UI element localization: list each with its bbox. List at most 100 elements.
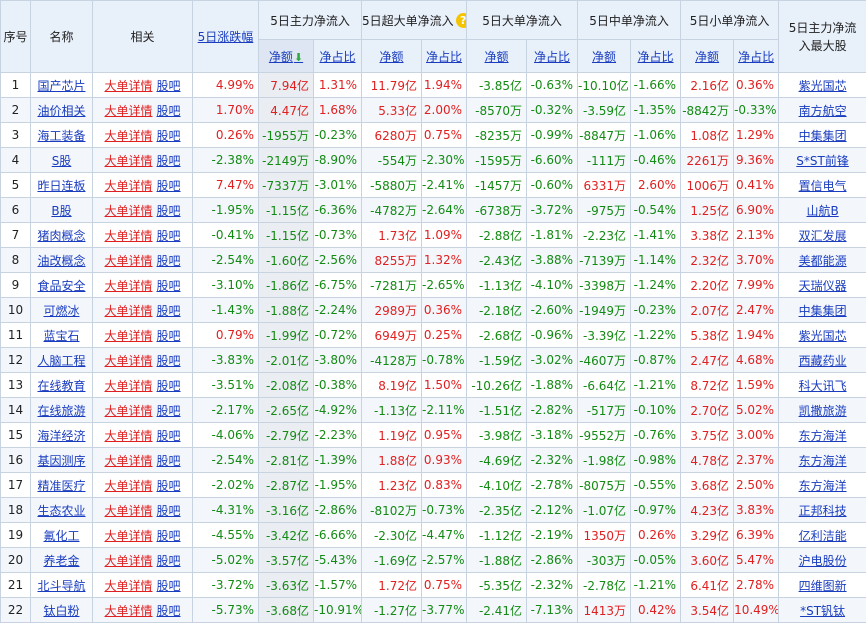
- sector-name[interactable]: 在线旅游: [37, 404, 85, 418]
- detail-link[interactable]: 大单详情: [104, 104, 152, 118]
- top-stock-link[interactable]: 西藏药业: [799, 354, 847, 368]
- sector-name[interactable]: 北斗导航: [37, 579, 85, 593]
- sort-main-amount[interactable]: 净额⬇: [259, 40, 314, 73]
- sector-name[interactable]: 基因测序: [37, 454, 85, 468]
- top-stock-link[interactable]: S*ST前锋: [796, 154, 849, 168]
- sector-name[interactable]: B股: [51, 204, 71, 218]
- detail-link[interactable]: 大单详情: [104, 529, 152, 543]
- help-icon[interactable]: ?: [456, 13, 467, 28]
- sector-name-link[interactable]: 人脑工程: [31, 348, 93, 373]
- sector-name[interactable]: 生态农业: [37, 504, 85, 518]
- sort-super-amount[interactable]: 净额: [362, 40, 422, 73]
- sector-name[interactable]: 国产芯片: [37, 79, 85, 93]
- sector-name[interactable]: 海洋经济: [37, 429, 85, 443]
- detail-link[interactable]: 大单详情: [104, 579, 152, 593]
- sort-small-ratio[interactable]: 净占比: [734, 40, 779, 73]
- forum-link[interactable]: 股吧: [157, 454, 181, 468]
- forum-link[interactable]: 股吧: [157, 529, 181, 543]
- forum-link[interactable]: 股吧: [157, 104, 181, 118]
- top-stock-link[interactable]: 双汇发展: [799, 229, 847, 243]
- detail-link[interactable]: 大单详情: [104, 404, 152, 418]
- top-stock-cell[interactable]: 东方海洋: [779, 423, 866, 448]
- detail-link[interactable]: 大单详情: [104, 229, 152, 243]
- sector-name[interactable]: 油价相关: [37, 104, 85, 118]
- sector-name-link[interactable]: B股: [31, 198, 93, 223]
- top-stock-cell[interactable]: 东方海洋: [779, 448, 866, 473]
- detail-link[interactable]: 大单详情: [104, 329, 152, 343]
- top-stock-link[interactable]: 东方海洋: [799, 429, 847, 443]
- top-stock-cell[interactable]: 紫光国芯: [779, 73, 866, 98]
- sector-name-link[interactable]: 油改概念: [31, 248, 93, 273]
- sort-mid-amount[interactable]: 净额: [578, 40, 631, 73]
- top-stock-cell[interactable]: 山航B: [779, 198, 866, 223]
- forum-link[interactable]: 股吧: [157, 429, 181, 443]
- forum-link[interactable]: 股吧: [157, 579, 181, 593]
- top-stock-cell[interactable]: 四维图新: [779, 573, 866, 598]
- top-stock-link[interactable]: 东方海洋: [799, 479, 847, 493]
- top-stock-link[interactable]: 天瑞仪器: [799, 279, 847, 293]
- top-stock-cell[interactable]: 天瑞仪器: [779, 273, 866, 298]
- sort-main-ratio[interactable]: 净占比: [314, 40, 362, 73]
- top-stock-cell[interactable]: 凯撒旅游: [779, 398, 866, 423]
- sector-name[interactable]: 在线教育: [37, 379, 85, 393]
- sector-name[interactable]: 人脑工程: [37, 354, 85, 368]
- top-stock-cell[interactable]: 美都能源: [779, 248, 866, 273]
- sector-name-link[interactable]: 养老金: [31, 548, 93, 573]
- forum-link[interactable]: 股吧: [157, 404, 181, 418]
- sector-name[interactable]: 油改概念: [37, 254, 85, 268]
- sector-name[interactable]: 精准医疗: [37, 479, 85, 493]
- sector-name-link[interactable]: 在线教育: [31, 373, 93, 398]
- detail-link[interactable]: 大单详情: [104, 479, 152, 493]
- forum-link[interactable]: 股吧: [157, 79, 181, 93]
- forum-link[interactable]: 股吧: [157, 129, 181, 143]
- detail-link[interactable]: 大单详情: [104, 254, 152, 268]
- sector-name[interactable]: S股: [52, 154, 72, 168]
- forum-link[interactable]: 股吧: [157, 154, 181, 168]
- sector-name-link[interactable]: 油价相关: [31, 98, 93, 123]
- forum-link[interactable]: 股吧: [157, 604, 181, 618]
- sector-name[interactable]: 可燃冰: [43, 304, 79, 318]
- sector-name[interactable]: 氟化工: [43, 529, 79, 543]
- top-stock-cell[interactable]: 亿利洁能: [779, 523, 866, 548]
- col-header-change[interactable]: 5日涨跌幅: [193, 1, 259, 73]
- sector-name-link[interactable]: 生态农业: [31, 498, 93, 523]
- top-stock-link[interactable]: 四维图新: [799, 579, 847, 593]
- sort-big-ratio[interactable]: 净占比: [527, 40, 578, 73]
- top-stock-cell[interactable]: 置信电气: [779, 173, 866, 198]
- forum-link[interactable]: 股吧: [157, 179, 181, 193]
- sector-name[interactable]: 蓝宝石: [43, 329, 79, 343]
- detail-link[interactable]: 大单详情: [104, 379, 152, 393]
- top-stock-link[interactable]: 科大讯飞: [799, 379, 847, 393]
- sector-name-link[interactable]: 基因测序: [31, 448, 93, 473]
- top-stock-link[interactable]: 南方航空: [799, 104, 847, 118]
- forum-link[interactable]: 股吧: [157, 254, 181, 268]
- top-stock-link[interactable]: 亿利洁能: [799, 529, 847, 543]
- forum-link[interactable]: 股吧: [157, 379, 181, 393]
- top-stock-cell[interactable]: 双汇发展: [779, 223, 866, 248]
- top-stock-link[interactable]: 美都能源: [799, 254, 847, 268]
- sector-name[interactable]: 养老金: [43, 554, 79, 568]
- forum-link[interactable]: 股吧: [157, 279, 181, 293]
- top-stock-link[interactable]: 紫光国芯: [799, 79, 847, 93]
- forum-link[interactable]: 股吧: [157, 204, 181, 218]
- top-stock-cell[interactable]: 南方航空: [779, 98, 866, 123]
- forum-link[interactable]: 股吧: [157, 304, 181, 318]
- top-stock-cell[interactable]: 科大讯飞: [779, 373, 866, 398]
- top-stock-link[interactable]: 中集集团: [799, 129, 847, 143]
- sort-small-amount[interactable]: 净额: [681, 40, 734, 73]
- sector-name-link[interactable]: 钛白粉: [31, 598, 93, 623]
- detail-link[interactable]: 大单详情: [104, 204, 152, 218]
- sector-name[interactable]: 钛白粉: [43, 604, 79, 618]
- detail-link[interactable]: 大单详情: [104, 79, 152, 93]
- detail-link[interactable]: 大单详情: [104, 354, 152, 368]
- forum-link[interactable]: 股吧: [157, 554, 181, 568]
- sector-name[interactable]: 猪肉概念: [37, 229, 85, 243]
- detail-link[interactable]: 大单详情: [104, 454, 152, 468]
- top-stock-link[interactable]: 紫光国芯: [799, 329, 847, 343]
- sector-name-link[interactable]: 猪肉概念: [31, 223, 93, 248]
- sector-name-link[interactable]: 国产芯片: [31, 73, 93, 98]
- sector-name-link[interactable]: 精准医疗: [31, 473, 93, 498]
- top-stock-cell[interactable]: 沪电股份: [779, 548, 866, 573]
- sort-big-amount[interactable]: 净额: [467, 40, 527, 73]
- sector-name-link[interactable]: 在线旅游: [31, 398, 93, 423]
